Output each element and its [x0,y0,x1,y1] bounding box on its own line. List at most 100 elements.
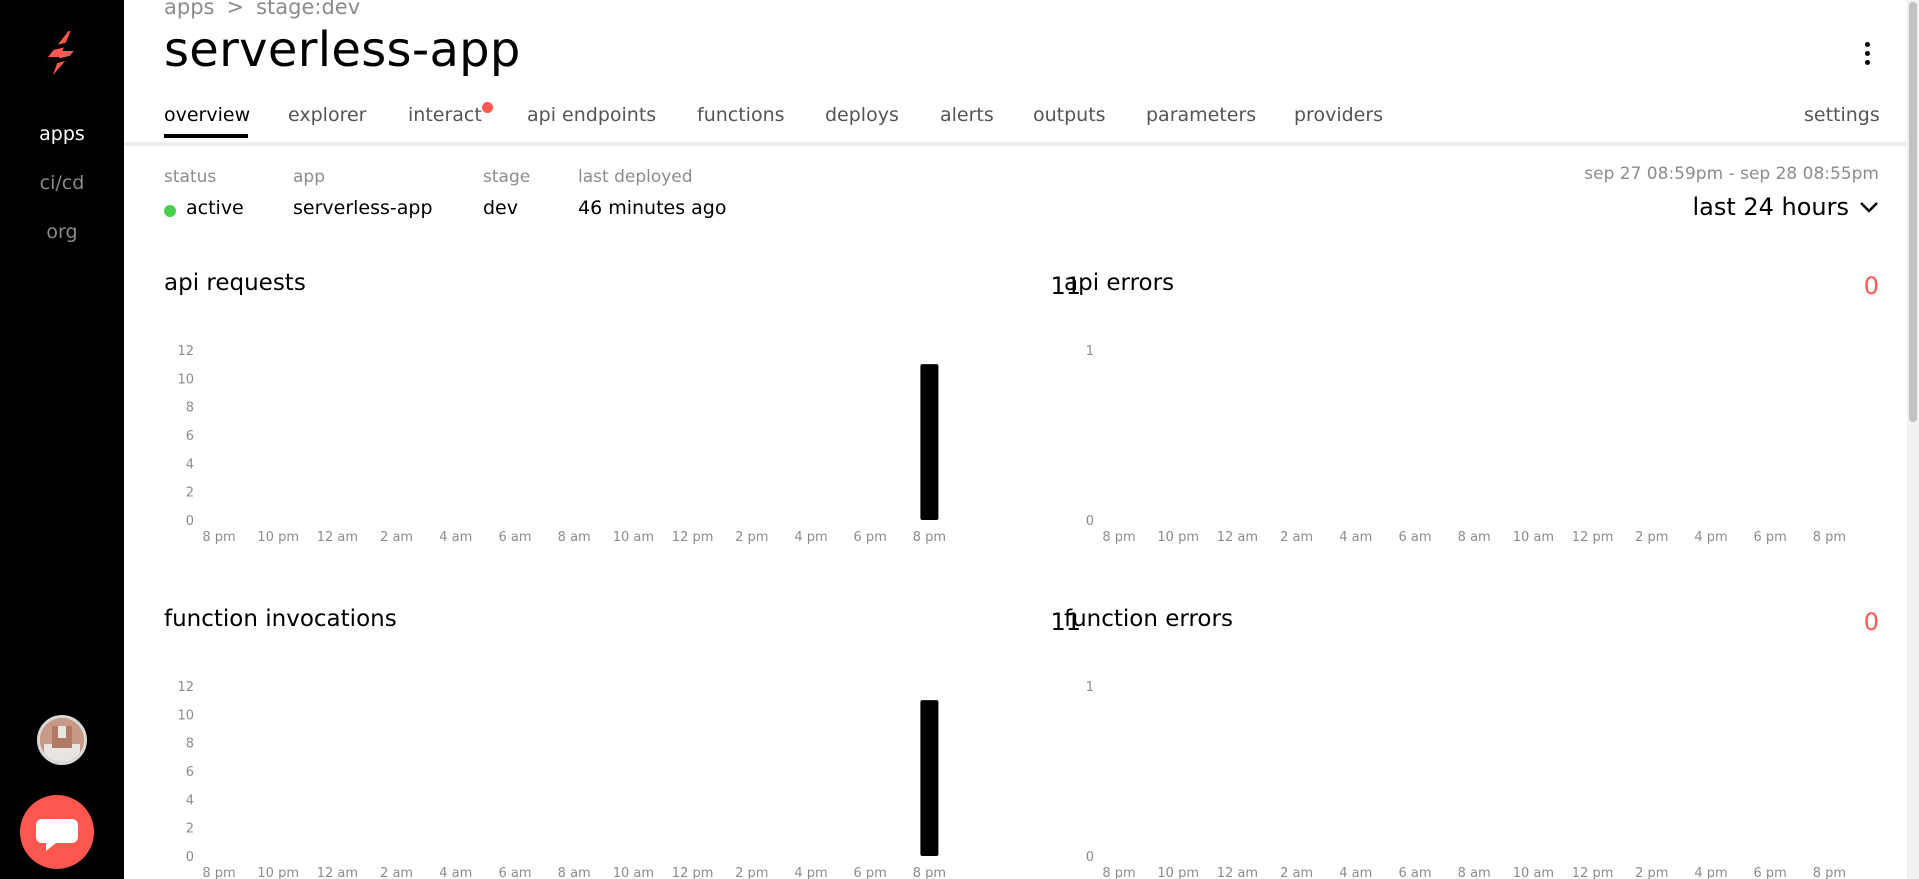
y-tick-label: 8 [186,401,194,416]
notification-dot-icon [482,102,493,113]
x-tick-label: 4 am [1339,866,1372,879]
x-tick-label: 6 am [498,866,531,879]
x-tick-label: 12 am [317,866,358,879]
x-tick-label: 10 pm [257,866,299,879]
x-tick-label: 2 am [1280,530,1313,545]
tab-alerts[interactable]: alerts [940,104,994,126]
more-options-icon[interactable] [1859,42,1875,70]
tab-providers[interactable]: providers [1294,104,1384,126]
page-title: serverless-app [164,22,521,78]
x-tick-label: 8 pm [913,530,946,545]
x-tick-label: 2 pm [1635,866,1668,879]
tab-functions[interactable]: functions [697,104,785,126]
breadcrumb-current[interactable]: stage:dev [256,0,361,19]
sidebar-item-apps[interactable]: apps [39,123,85,145]
x-tick-label: 8 pm [1102,530,1135,545]
x-tick-label: 10 pm [257,530,299,545]
x-tick-label: 6 pm [854,866,887,879]
app-label: app [293,167,325,187]
y-tick-label: 0 [186,850,194,865]
status-value: active [186,197,244,219]
x-tick-label: 6 pm [1754,530,1787,545]
scrollbar[interactable] [1907,0,1919,879]
x-tick-label: 8 pm [202,530,235,545]
tab-interact[interactable]: interact [408,104,482,126]
x-tick-label: 4 pm [794,530,827,545]
stage-value: dev [483,197,518,219]
x-tick-label: 10 am [1513,530,1554,545]
tab-api-endpoints[interactable]: api endpoints [527,104,657,126]
x-tick-label: 6 pm [854,530,887,545]
x-tick-label: 12 pm [1572,530,1614,545]
x-tick-label: 10 am [613,866,654,879]
y-tick-label: 1 [1086,344,1094,359]
chat-bubble-icon [36,819,78,851]
active-tab-indicator [164,134,248,138]
x-tick-label: 4 pm [794,866,827,879]
x-tick-label: 2 am [1280,866,1313,879]
y-tick-label: 0 [1086,514,1094,529]
y-tick-label: 6 [186,765,194,780]
y-tick-label: 6 [186,429,194,444]
x-tick-label: 2 pm [735,866,768,879]
chart-bar[interactable] [920,700,939,856]
last-deployed-label: last deployed [578,167,693,187]
x-tick-label: 8 pm [1813,530,1846,545]
api-errors-chart: 0 1 8 pm 10 pm 12 am 2 am 4 am 6 am 8 am 10 am 12 … [1086,344,1846,545]
chat-button[interactable] [20,795,94,869]
x-tick-label: 4 pm [1694,866,1727,879]
x-tick-label: 6 pm [1754,866,1787,879]
tab-parameters[interactable]: parameters [1146,104,1257,126]
serverless-logo-icon[interactable] [38,28,84,82]
y-tick-label: 0 [1086,850,1094,865]
sidebar: apps ci/cd org [0,0,124,879]
function-errors-chart: 0 1 8 pm 10 pm 12 am 2 am 4 am 6 am 8 am 10 am 12 … [1086,680,1846,879]
chart-title-function-invocations: function invocations [164,606,397,632]
tab-deploys[interactable]: deploys [825,104,899,126]
x-tick-label: 10 pm [1157,866,1199,879]
x-tick-label: 12 pm [672,530,714,545]
time-range-select[interactable]: last 24 hours [1692,193,1879,221]
x-tick-label: 2 pm [1635,530,1668,545]
tab-overview[interactable]: overview [164,104,251,126]
sidebar-item-org[interactable]: org [46,221,78,243]
scrollbar-thumb[interactable] [1909,2,1917,422]
chart-bar[interactable] [920,364,939,520]
tab-outputs[interactable]: outputs [1033,104,1106,126]
x-tick-label: 12 am [317,530,358,545]
x-tick-label: 8 pm [1813,866,1846,879]
x-tick-label: 8 pm [1102,866,1135,879]
tab-settings[interactable]: settings [1804,104,1880,126]
x-tick-label: 8 am [1458,866,1491,879]
y-tick-label: 10 [177,708,194,723]
avatar[interactable] [37,715,87,765]
y-tick-label: 12 [177,680,194,695]
x-tick-label: 10 am [1513,866,1554,879]
app-value: serverless-app [293,197,433,219]
x-tick-label: 8 am [558,866,591,879]
x-tick-label: 4 am [1339,530,1372,545]
x-tick-label: 2 am [380,530,413,545]
x-tick-label: 6 am [1398,530,1431,545]
sidebar-item-cicd[interactable]: ci/cd [39,172,85,194]
y-tick-label: 4 [186,793,194,808]
status-label: status [164,167,217,187]
chart-total-api-errors: 0 [1863,272,1879,300]
breadcrumb-separator: > [226,0,245,19]
y-tick-label: 10 [177,372,194,387]
y-tick-label: 4 [186,457,194,472]
x-tick-label: 8 am [1458,530,1491,545]
date-range: sep 27 08:59pm - sep 28 08:55pm [1584,164,1879,184]
stage-label: stage [483,167,531,187]
main-content: apps > stage:dev serverless-app overview e… [124,0,1919,879]
x-tick-label: 4 am [439,530,472,545]
y-tick-label: 2 [186,822,194,837]
x-tick-label: 10 am [613,530,654,545]
x-tick-label: 12 pm [672,866,714,879]
api-requests-chart: 0 2 4 6 8 10 12 8 pm 10 pm 12 am 2 am 4 am 6 am 8 am 1… [177,344,946,545]
tab-bar: overview explorer interact api endpoints… [164,102,1884,140]
x-tick-label: 2 am [380,866,413,879]
divider [124,142,1919,146]
breadcrumb-apps-link[interactable]: apps [164,0,215,19]
tab-explorer[interactable]: explorer [288,104,367,126]
